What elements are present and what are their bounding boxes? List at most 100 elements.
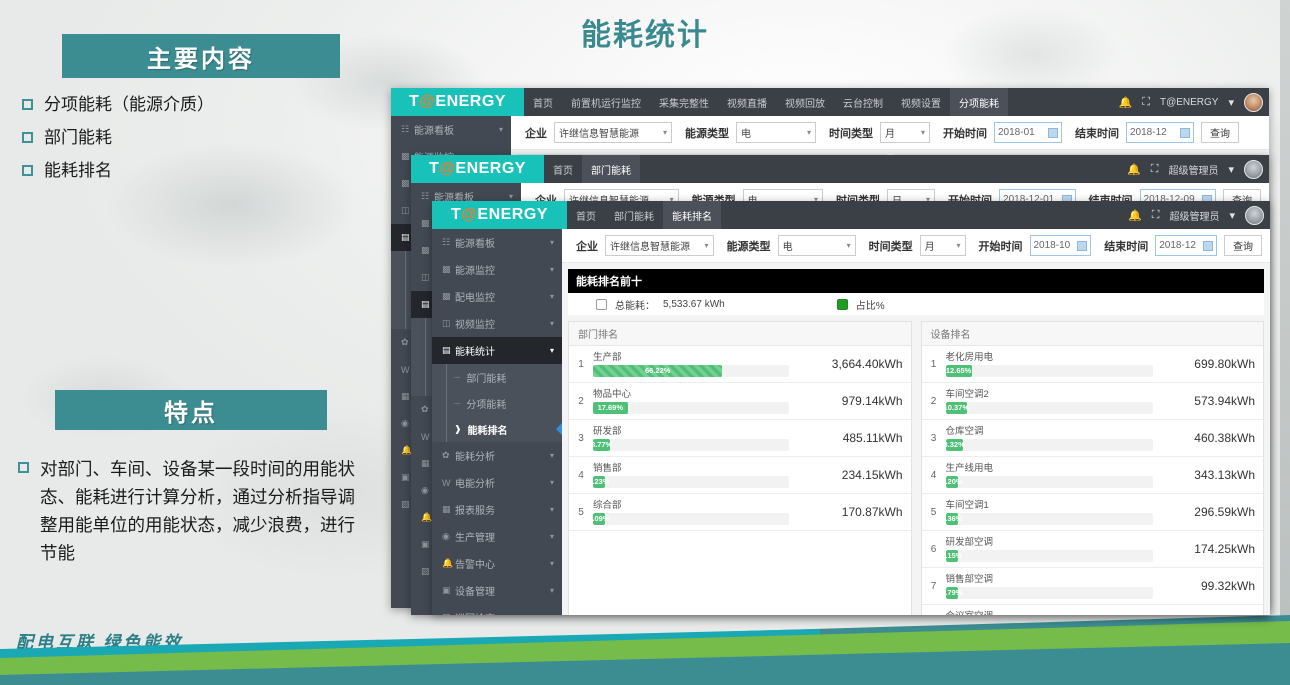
- fullscreen-icon[interactable]: ⛶: [1151, 208, 1160, 221]
- time-type-select[interactable]: 月 ▾: [880, 122, 930, 143]
- table-row[interactable]: 5 车间空调1 5.36% 296.59kWh: [921, 494, 1263, 531]
- avatar[interactable]: [1244, 92, 1263, 112]
- nav-item-department-energy[interactable]: 部门能耗: [582, 155, 640, 183]
- nav-item-video-live[interactable]: 视频直播: [727, 98, 767, 110]
- nav-item-energy-ranking[interactable]: 能耗排名: [663, 201, 721, 229]
- table-row[interactable]: 3 仓库空调 8.32% 460.38kWh: [921, 420, 1263, 457]
- nav-item-video-playback[interactable]: 视频回放: [785, 98, 825, 110]
- enterprise-select[interactable]: 许继信息智慧能源 ▾: [554, 122, 672, 143]
- sidebar-item-power-analysis[interactable]: W 电能分析 ▾: [432, 469, 562, 496]
- sidebar-item-energy-board[interactable]: ☷ 能源看板 ▾: [432, 229, 562, 256]
- nav-item-frontend-monitor[interactable]: 前置机运行监控: [571, 98, 641, 110]
- sidebar-item-energy-statistics[interactable]: ▤ 能耗统计 ▾: [432, 337, 562, 364]
- enterprise-select[interactable]: 许继信息智慧能源 ▾: [605, 235, 714, 256]
- fullscreen-icon[interactable]: ⛶: [1150, 162, 1159, 175]
- nav-item-home[interactable]: 首页: [533, 98, 553, 110]
- calendar-icon[interactable]: [1048, 127, 1058, 138]
- total-checkbox[interactable]: [596, 298, 607, 310]
- table-row[interactable]: 6 研发部空调 3.15% 174.25kWh: [921, 531, 1263, 568]
- table-row[interactable]: 1 老化房用电 12.65% 699.80kWh: [921, 346, 1263, 383]
- rank-index: 2: [930, 395, 937, 407]
- sidebar-item-video-monitor[interactable]: ◫ 视频监控 ▾: [432, 310, 562, 337]
- table-row[interactable]: 8会议室空调1.68%92.85kWh: [922, 605, 1264, 616]
- clock-icon: ◉: [442, 531, 450, 541]
- nav-item-video-settings[interactable]: 视频设置: [901, 98, 941, 110]
- table-row[interactable]: 4 销售部 4.23% 234.15kWh: [569, 457, 911, 494]
- list-item: 部门能耗: [22, 125, 362, 151]
- nav-item-home[interactable]: 首页: [553, 165, 573, 177]
- sidebar-item-energy-analysis[interactable]: ✿ 能耗分析 ▾: [432, 442, 562, 469]
- sidebar-item-power-monitor[interactable]: ▩ 配电监控 ▾: [432, 283, 562, 310]
- ratio-checkbox[interactable]: [836, 298, 848, 310]
- sidebar-item-device-mgmt[interactable]: ▣ 设备管理 ▾: [432, 577, 562, 604]
- rank-index: 1: [930, 358, 937, 370]
- avatar[interactable]: [1244, 159, 1263, 179]
- video-grid-icon: ◫: [442, 318, 451, 328]
- chevron-down-icon[interactable]: ▾: [1229, 209, 1235, 222]
- section-header-feature: 特点: [55, 390, 327, 430]
- bell-icon[interactable]: 🔔: [1118, 96, 1133, 109]
- rank-value: 573.94kWh: [1194, 394, 1255, 408]
- rank-body: 车间空调1 5.36%: [945, 500, 1160, 525]
- nav-item-itemized-energy[interactable]: 分项能耗: [950, 88, 1008, 116]
- query-button[interactable]: 查询: [1224, 235, 1262, 256]
- sidebar-item-label: 配电监控: [455, 293, 495, 304]
- sidebar-item-production-mgmt[interactable]: ◉ 生产管理 ▾: [432, 523, 562, 550]
- leaf-icon: ✿: [401, 337, 409, 347]
- sidebar-item-energy-monitor[interactable]: ▩ 能源监控 ▾: [432, 256, 562, 283]
- sidebar-subitem-dept-energy[interactable]: ─ 部门能耗: [432, 364, 562, 390]
- sidebar-item-label: 报表服务: [455, 506, 495, 517]
- end-time-input[interactable]: 2018-12: [1155, 235, 1217, 256]
- ribbon-teal-front: [0, 643, 1290, 685]
- fullscreen-icon[interactable]: ⛶: [1142, 95, 1150, 108]
- image-icon: ▧: [442, 612, 455, 615]
- rank-name: 销售部空调: [945, 573, 994, 585]
- start-time-input[interactable]: 2018-01: [994, 122, 1062, 143]
- calendar-icon[interactable]: [1180, 127, 1190, 138]
- table-row[interactable]: 2 物品中心 17.69% 979.14kWh: [569, 383, 911, 420]
- query-button[interactable]: 查询: [1201, 122, 1239, 143]
- rank-index: 3: [930, 432, 937, 444]
- avatar[interactable]: [1245, 205, 1264, 225]
- calendar-icon[interactable]: [1077, 240, 1088, 251]
- start-time-input[interactable]: 2018-10: [1029, 235, 1092, 256]
- bell-icon[interactable]: 🔔: [1127, 163, 1141, 176]
- dashboard-icon: ☷: [401, 124, 410, 134]
- user-name[interactable]: 超级管理员: [1169, 211, 1220, 223]
- energy-type-select[interactable]: 电▾: [736, 122, 816, 143]
- chevron-down-icon[interactable]: ▾: [1228, 96, 1234, 109]
- camera-icon: ▩: [442, 291, 451, 301]
- sidebar-item-report-service[interactable]: ▦ 报表服务 ▾: [432, 496, 562, 523]
- sidebar-subitem-itemized-energy[interactable]: ─ 分项能耗: [432, 390, 562, 416]
- topbar-right: 🔔 ⛶ 超级管理员 ▾: [1128, 201, 1270, 229]
- sidebar-item-patrol-inspection[interactable]: ▧巡回检查▾: [432, 604, 562, 615]
- user-name[interactable]: T@ENERGY: [1159, 96, 1219, 108]
- time-type-select[interactable]: 月 ▾: [919, 235, 966, 256]
- energy-type-select[interactable]: 电▾: [777, 235, 856, 256]
- chevron-down-icon: ▾: [550, 613, 554, 615]
- nav-item-department-energy[interactable]: 部门能耗: [614, 211, 654, 223]
- calendar-icon[interactable]: [1203, 240, 1213, 251]
- bell-icon[interactable]: 🔔: [1128, 209, 1142, 222]
- table-row[interactable]: 1 生产部 66.22% 3,664.40kWh: [569, 346, 911, 383]
- nav-item-ptz-control[interactable]: 云台控制: [843, 98, 883, 110]
- chevron-down-icon[interactable]: ▾: [1228, 163, 1234, 176]
- user-name[interactable]: 超级管理员: [1168, 165, 1219, 177]
- window-energy-ranking[interactable]: T @ ENERGY 首页 部门能耗 能耗排名 🔔 ⛶ 超级管理员 ▾ ☷ 能源看板 ▾…: [432, 201, 1270, 615]
- table-row[interactable]: 5 综合部 3.09% 170.87kWh: [569, 494, 911, 531]
- start-time-value: 2018-10: [1033, 240, 1071, 251]
- ratio-label: 占比%: [855, 300, 885, 312]
- table-row[interactable]: 4 生产线用电 6.20% 343.13kWh: [921, 457, 1263, 494]
- end-time-input[interactable]: 2018-12: [1126, 122, 1194, 143]
- sidebar-item-energy-board[interactable]: ☷ 能源看板 ▾: [411, 183, 521, 210]
- table-row[interactable]: 7 销售部空调 1.79% 99.32kWh: [921, 568, 1263, 605]
- sidebar-subitem-energy-ranking[interactable]: ❱ 能耗排名: [432, 416, 562, 442]
- percent-bar-fill: 3.15%: [945, 549, 962, 562]
- sidebar-item-alarm-center[interactable]: 🔔告警中心 ▾: [432, 550, 562, 577]
- nav-item-collection-integrity[interactable]: 采集完整性: [659, 98, 709, 110]
- table-row[interactable]: 3 研发部 8.77% 485.11kWh: [569, 420, 911, 457]
- nav-item-home[interactable]: 首页: [576, 211, 596, 223]
- rank-body: 物品中心 17.69%: [593, 389, 795, 414]
- table-row[interactable]: 2 车间空调2 10.37% 573.94kWh: [921, 383, 1263, 420]
- sidebar-item-energy-board[interactable]: ☷ 能源看板 ▾: [391, 116, 511, 143]
